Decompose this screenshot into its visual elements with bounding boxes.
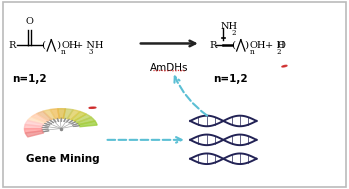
Text: ): ) <box>245 41 249 50</box>
Polygon shape <box>24 125 42 129</box>
Polygon shape <box>50 109 59 119</box>
Text: 3: 3 <box>89 48 94 56</box>
Text: n: n <box>250 48 255 56</box>
Text: (: ( <box>41 41 45 50</box>
Text: n=1,2: n=1,2 <box>213 74 247 84</box>
Polygon shape <box>31 114 48 122</box>
Polygon shape <box>64 109 73 119</box>
Text: 2: 2 <box>231 29 236 37</box>
Text: AmDHs: AmDHs <box>150 63 188 73</box>
Text: R: R <box>209 41 217 50</box>
Text: NH: NH <box>221 22 238 31</box>
Polygon shape <box>28 117 45 124</box>
Polygon shape <box>24 129 42 133</box>
Polygon shape <box>67 110 80 120</box>
Polygon shape <box>79 121 97 127</box>
Text: + NH: + NH <box>75 41 104 50</box>
Text: R: R <box>9 41 16 50</box>
Text: (: ( <box>231 41 236 50</box>
Ellipse shape <box>282 65 287 67</box>
Text: OH: OH <box>250 41 266 50</box>
Polygon shape <box>25 131 44 137</box>
Ellipse shape <box>89 107 96 108</box>
Text: n=1,2: n=1,2 <box>12 74 47 84</box>
Polygon shape <box>71 112 86 121</box>
Polygon shape <box>43 110 55 119</box>
Text: OH: OH <box>61 41 77 50</box>
Text: Gene Mining: Gene Mining <box>26 154 99 164</box>
Polygon shape <box>58 109 66 118</box>
Text: + H: + H <box>265 41 284 50</box>
Polygon shape <box>25 121 44 126</box>
Polygon shape <box>77 117 95 125</box>
Text: 2: 2 <box>276 48 281 56</box>
Text: ): ) <box>56 41 60 50</box>
Polygon shape <box>37 111 52 121</box>
Text: O: O <box>278 41 286 50</box>
Text: O: O <box>25 17 33 26</box>
Polygon shape <box>74 114 91 123</box>
Text: n: n <box>61 48 66 56</box>
